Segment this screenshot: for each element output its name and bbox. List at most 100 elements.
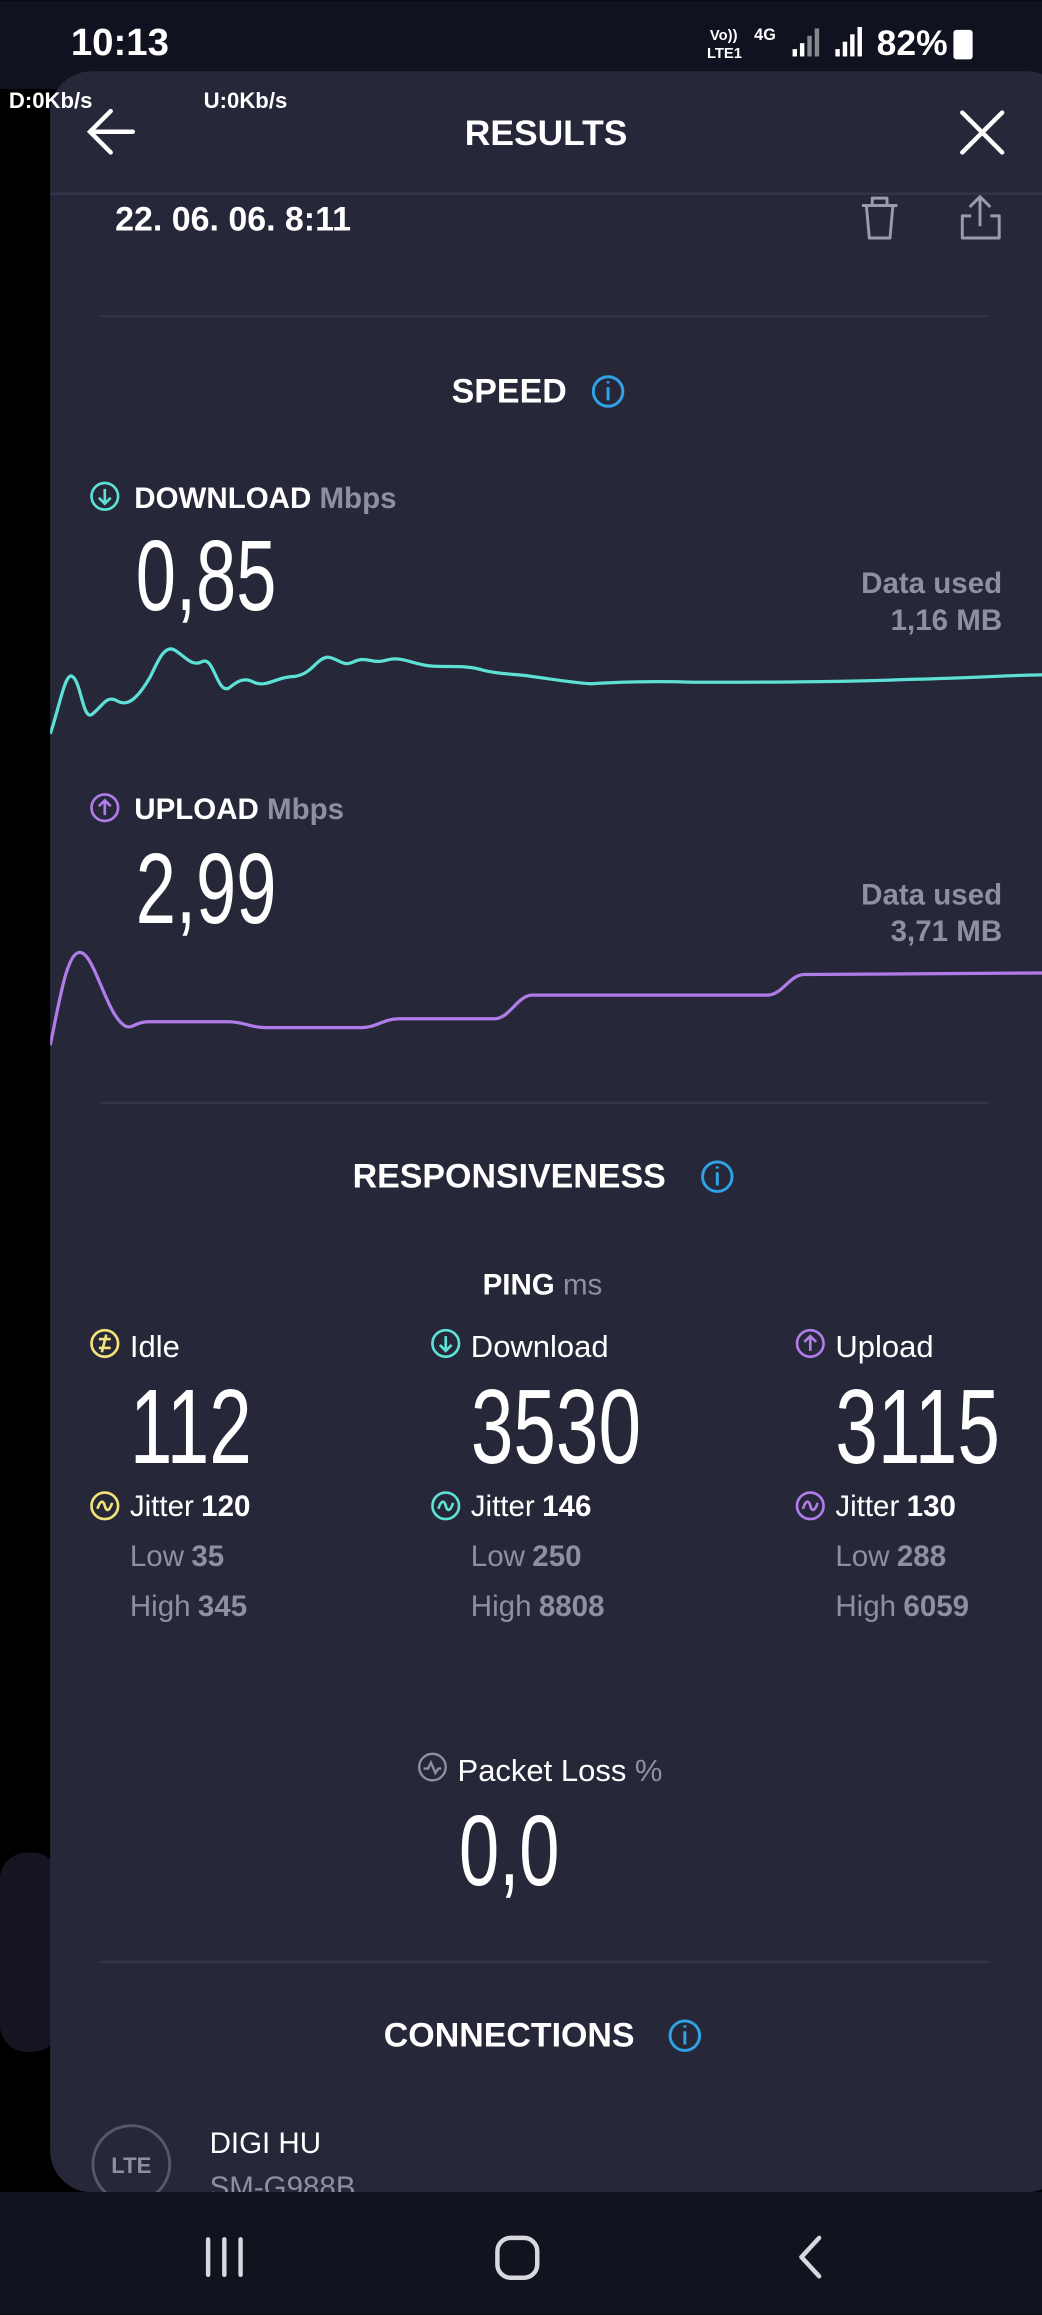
ping-value-group: 3115 <box>835 1367 1000 1486</box>
connection-badge: LTE <box>111 2153 151 2178</box>
icon-glyph <box>437 1500 455 1512</box>
nav-bar <box>0 2192 1042 2315</box>
jitter-icon <box>431 1491 461 1521</box>
icon-glyph <box>801 1500 819 1512</box>
data-used-label: Data used <box>861 567 1002 600</box>
back-nav-button[interactable] <box>799 2235 822 2279</box>
result-date: 22. 06. 06. 8:11 <box>115 201 351 239</box>
high-value: 8808 <box>539 1590 605 1623</box>
low-value: 250 <box>532 1539 581 1572</box>
upload-icon <box>90 793 120 823</box>
jitter-label: Jitter <box>835 1489 899 1522</box>
ping-icon <box>795 1328 825 1359</box>
time: 10:13 <box>71 21 169 64</box>
download-title: DOWNLOAD <box>134 481 311 514</box>
packet-loss-value: 0,0 <box>459 1794 559 1906</box>
back-button[interactable] <box>86 108 136 155</box>
connection-device: SM-G988B <box>210 2171 356 2204</box>
high-row: High 8808 <box>471 1590 605 1623</box>
high-label: High <box>835 1590 896 1623</box>
jitter-row: Jitter 120 <box>130 1489 251 1522</box>
home-button[interactable] <box>495 2235 540 2280</box>
section-title: RESPONSIVENESS <box>353 1158 666 1196</box>
high-label: High <box>130 1590 191 1623</box>
ping-value-group: 112 <box>130 1367 252 1486</box>
jitter-value: 146 <box>542 1489 591 1522</box>
signal-icons <box>792 26 862 57</box>
jitter-value: 120 <box>201 1489 250 1522</box>
battery-percent: 82% <box>877 23 948 63</box>
upload-title: UPLOAD <box>134 793 259 826</box>
jitter-icon <box>90 1491 120 1521</box>
info-button[interactable] <box>701 1160 734 1193</box>
packet-loss-value-group: 0,0 <box>459 1794 559 1906</box>
low-row: Low 288 <box>835 1539 946 1572</box>
icon-circle <box>431 1491 461 1521</box>
ping-icon <box>90 1328 120 1359</box>
download-label: DOWNLOAD Mbps <box>134 481 396 514</box>
high-row: High 345 <box>130 1590 247 1623</box>
ping-value: 3115 <box>835 1367 1000 1486</box>
info-button[interactable] <box>668 2019 702 2052</box>
packet-loss-icon <box>417 1752 447 1782</box>
info-button[interactable] <box>591 375 625 408</box>
panel <box>50 71 1042 2193</box>
section-title: SPEED <box>452 372 567 410</box>
connection-item: LTE DIGI HU SM-G988B <box>91 2124 356 2204</box>
icon-glyph <box>803 1334 818 1351</box>
packet-loss-unit: % <box>635 1753 663 1788</box>
overlay-upload: U:0Kb/s <box>204 88 288 113</box>
volte: Vo)) <box>710 28 738 44</box>
low-label: Low <box>130 1539 185 1572</box>
recents-button[interactable] <box>205 2237 243 2277</box>
download-graph <box>50 647 1042 735</box>
download-value: 0,85 <box>136 519 277 631</box>
ping-label: PING <box>483 1268 555 1301</box>
low-label: Low <box>471 1539 526 1572</box>
icon-glyph <box>438 1336 453 1353</box>
ping-label: Idle <box>130 1329 180 1364</box>
download-icon <box>90 481 120 511</box>
icon-glyph <box>98 1334 111 1353</box>
jitter-value: 130 <box>907 1489 956 1522</box>
badge-circle <box>91 2124 172 2193</box>
download-value-group: 0,85 <box>136 519 277 631</box>
icon-circle <box>90 1491 120 1521</box>
jitter-icon <box>795 1491 825 1521</box>
low-value: 35 <box>191 1539 224 1572</box>
icon-circle <box>90 1328 120 1359</box>
upload-unit: Mbps <box>267 793 344 826</box>
jitter-row: Jitter 130 <box>835 1489 956 1522</box>
low-row: Low 250 <box>471 1539 582 1572</box>
icon-glyph <box>96 1500 114 1512</box>
ping-value-group: 3530 <box>471 1367 641 1486</box>
ping-value: 112 <box>130 1367 252 1486</box>
high-value: 6059 <box>903 1590 969 1623</box>
connection-provider: DIGI HU <box>210 2127 321 2160</box>
overlay-download: D:0Kb/s <box>9 88 93 113</box>
high-row: High 6059 <box>835 1590 969 1623</box>
packet-loss-label: Packet Loss <box>458 1753 627 1788</box>
delete-button[interactable] <box>861 196 898 240</box>
section-title: CONNECTIONS <box>384 2017 635 2055</box>
jitter-label: Jitter <box>471 1489 535 1522</box>
ping-value: 3530 <box>471 1367 641 1486</box>
icon-circle <box>431 1328 461 1359</box>
ping-unit: ms <box>563 1268 602 1301</box>
ping-heading: PING ms <box>483 1268 603 1301</box>
low-row: Low 35 <box>130 1539 224 1572</box>
lte: LTE1 <box>707 46 742 62</box>
share-button[interactable] <box>960 195 1001 240</box>
icon-circle <box>795 1491 825 1521</box>
high-value: 345 <box>198 1590 247 1623</box>
upload-value-group: 2,99 <box>136 832 277 944</box>
jitter-row: Jitter 146 <box>471 1489 592 1522</box>
close-button[interactable] <box>960 110 1005 155</box>
header-title: RESULTS <box>465 113 628 153</box>
ping-icon <box>431 1328 461 1359</box>
download-unit: Mbps <box>319 481 396 514</box>
